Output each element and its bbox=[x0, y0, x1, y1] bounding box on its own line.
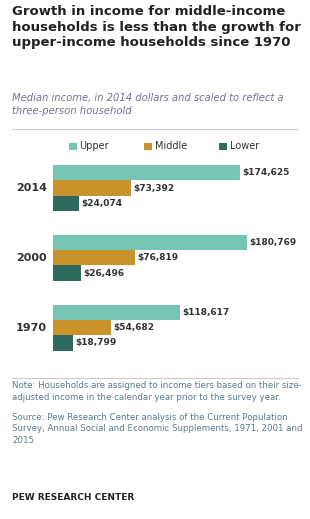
Text: PEW RESEARCH CENTER: PEW RESEARCH CENTER bbox=[12, 493, 135, 502]
Bar bbox=[53, 165, 240, 181]
Text: Lower: Lower bbox=[230, 141, 259, 151]
Bar bbox=[53, 335, 73, 350]
Text: Note: Households are assigned to income tiers based on their size-
adjusted inco: Note: Households are assigned to income … bbox=[12, 381, 302, 402]
Bar bbox=[53, 235, 246, 250]
Text: Median income, in 2014 dollars and scaled to reflect a
three-person household: Median income, in 2014 dollars and scale… bbox=[12, 93, 284, 116]
Text: Growth in income for middle-income
households is less than the growth for
upper-: Growth in income for middle-income house… bbox=[12, 5, 301, 49]
Text: $73,392: $73,392 bbox=[134, 184, 175, 193]
Bar bbox=[53, 266, 81, 281]
Text: $118,617: $118,617 bbox=[182, 308, 229, 317]
Bar bbox=[53, 320, 111, 335]
Text: Upper: Upper bbox=[79, 141, 109, 151]
Bar bbox=[144, 142, 152, 151]
Text: $174,625: $174,625 bbox=[242, 168, 290, 177]
Text: 1970: 1970 bbox=[16, 322, 47, 333]
Text: $76,819: $76,819 bbox=[137, 253, 179, 262]
Bar bbox=[219, 142, 227, 151]
Text: $18,799: $18,799 bbox=[75, 338, 117, 347]
Bar bbox=[53, 250, 135, 266]
Text: $24,074: $24,074 bbox=[81, 199, 122, 208]
Text: Middle: Middle bbox=[155, 141, 187, 151]
Bar bbox=[53, 196, 78, 211]
Text: 2014: 2014 bbox=[16, 183, 47, 193]
Bar bbox=[53, 181, 131, 196]
Bar bbox=[53, 305, 180, 320]
Text: $180,769: $180,769 bbox=[249, 238, 296, 247]
Text: 2000: 2000 bbox=[16, 253, 47, 263]
Bar bbox=[69, 142, 77, 151]
Text: $26,496: $26,496 bbox=[83, 269, 125, 278]
Text: $54,682: $54,682 bbox=[114, 323, 155, 332]
Text: Source: Pew Research Center analysis of the Current Population
Survey, Annual So: Source: Pew Research Center analysis of … bbox=[12, 413, 303, 444]
